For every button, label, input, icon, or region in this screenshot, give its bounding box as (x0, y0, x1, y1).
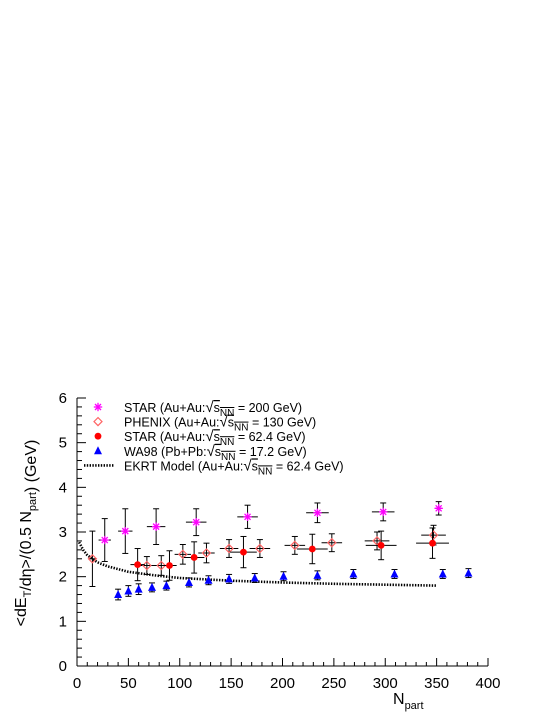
phenix130-errorbar-7 (284, 535, 306, 555)
phenix130-point-2 (156, 560, 167, 571)
legend-label: EKRT Model (Au+Au:√sNN = 62.4 GeV) (124, 457, 344, 477)
star62-point-5 (377, 542, 385, 549)
wa98-point-12 (390, 569, 399, 578)
star62-point-4 (308, 545, 316, 553)
phenix130-point-4 (201, 548, 212, 558)
wa98-point-2 (134, 584, 143, 593)
phenix130-errorbar-8 (321, 533, 343, 553)
x-tick-label: 200 (270, 675, 295, 692)
phenix130-errorbar-1 (138, 556, 156, 575)
phenix130-errorbar-4 (198, 542, 215, 564)
x-axis-label: Npart (393, 691, 424, 712)
wa98-point-5 (184, 577, 193, 586)
legend-symbol (93, 402, 103, 412)
y-tick-label: 1 (59, 613, 67, 630)
star62-point-1 (166, 562, 173, 569)
star200-point-0 (100, 535, 109, 545)
x-tick-label: 150 (219, 675, 244, 692)
wa98-point-3 (148, 582, 157, 591)
x-tick-label: 350 (424, 675, 449, 692)
phenix130-point-8 (326, 537, 337, 548)
x-tick-label: 0 (73, 675, 81, 692)
wa98-point-0 (114, 590, 123, 599)
legend-symbol (94, 446, 102, 455)
phenix130-errorbar-0 (89, 530, 96, 587)
star200-point-1 (121, 526, 130, 536)
x-tick-label: 250 (321, 675, 346, 692)
legend-item-ekrt: EKRT Model (Au+Au:√sNN = 62.4 GeV) (84, 457, 344, 477)
y-tick-label: 2 (59, 569, 67, 586)
wa98-point-13 (438, 569, 447, 578)
axis-ticks: 0 50 100 150 200 250 300 350 400 0 1 2 3 4 5 6 (59, 390, 501, 692)
wa98-point-7 (225, 574, 234, 583)
y-tick-label: 3 (59, 524, 67, 541)
legend-symbol (93, 416, 103, 427)
y-axis-label: <dET/dη>/(0.5 Npart) (GeV) (13, 440, 40, 627)
legend-label: STAR (Au+Au:√sNN = 200 GeV) (124, 399, 302, 419)
y-tick-label: 0 (59, 658, 67, 675)
phenix130-point-10 (428, 530, 439, 540)
star200-point-4 (243, 512, 252, 522)
star200-point-7 (434, 504, 443, 513)
x-tick-label: 300 (373, 675, 398, 692)
legend-item-wa98: WA98 (Pb+Pb:√sNN = 17.2 GeV) (94, 443, 307, 463)
legend-symbol (94, 432, 102, 440)
ekrt-curve-layer (77, 541, 437, 587)
x-tick-label: 400 (475, 675, 500, 692)
legend-label: STAR (Au+Au:√sNN = 62.4 GeV) (124, 428, 306, 448)
phenix130-point-3 (177, 549, 188, 560)
wa98-point-14 (464, 568, 473, 577)
wa98-point-1 (124, 586, 133, 595)
wa98-point-8 (250, 573, 259, 582)
star200-point-2 (151, 522, 161, 531)
star62-point-2 (190, 554, 198, 561)
legend-label: WA98 (Pb+Pb:√sNN = 17.2 GeV) (124, 443, 307, 463)
star200-point-6 (378, 507, 388, 517)
legend-item-star200: STAR (Au+Au:√sNN = 200 GeV) (93, 399, 302, 419)
y-tick-label: 5 (59, 435, 67, 452)
legend: STAR (Au+Au:√sNN = 200 GeV)PHENIX (Au+Au… (84, 399, 344, 477)
star62-point-0 (134, 561, 142, 569)
legend-item-phenix130: PHENIX (Au+Au:√sNN = 130 GeV) (93, 414, 316, 434)
phenix130-errorbar-9 (364, 531, 390, 551)
wa98-point-4 (162, 581, 171, 590)
star62-point-6 (429, 539, 436, 547)
phenix130-point-7 (289, 540, 300, 551)
wa98-point-6 (204, 575, 213, 584)
wa98-point-10 (313, 570, 322, 579)
star62-point-3 (240, 548, 247, 556)
legend-item-star62: STAR (Au+Au:√sNN = 62.4 GeV) (94, 428, 306, 448)
phenix130-errorbar-3 (174, 544, 192, 565)
y-tick-label: 4 (59, 479, 67, 496)
phenix130-errorbar-5 (219, 539, 239, 558)
star200-point-3 (191, 517, 201, 527)
phenix130-point-6 (255, 543, 265, 554)
x-tick-label: 50 (120, 675, 137, 692)
wa98-point-11 (349, 569, 358, 578)
star200-point-5 (313, 508, 322, 517)
y-tick-label: 6 (59, 390, 67, 407)
x-tick-label: 100 (167, 675, 192, 692)
phenix130-point-0 (87, 553, 98, 564)
ekrt-model-curve (77, 541, 437, 587)
data-points-layer (87, 501, 473, 601)
legend-label: PHENIX (Au+Au:√sNN = 130 GeV) (124, 414, 316, 434)
phenix130-point-5 (224, 543, 234, 554)
phenix130-errorbar-6 (249, 539, 271, 558)
wa98-point-9 (279, 571, 288, 580)
